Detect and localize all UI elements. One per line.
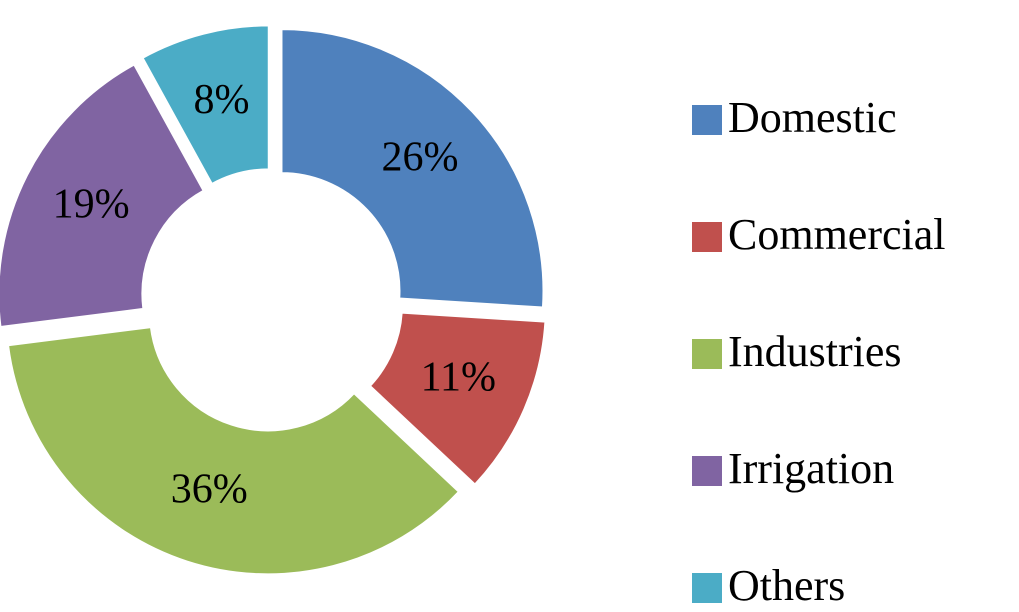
legend-label: Others: [728, 561, 845, 610]
legend-label: Irrigation: [728, 444, 894, 493]
legend-label: Industries: [728, 327, 902, 376]
legend-swatch: [692, 222, 722, 252]
legend-swatch: [692, 105, 722, 135]
data-label: 36%: [171, 467, 248, 513]
data-label: 8%: [194, 77, 250, 123]
donut-slice: [141, 24, 270, 186]
donut-slice: [368, 311, 547, 486]
legend-swatch: [692, 339, 722, 369]
legend-swatch: [692, 573, 722, 603]
donut-slice: [0, 63, 205, 329]
data-label: 19%: [53, 181, 130, 227]
data-label: 26%: [381, 135, 458, 181]
legend-label: Commercial: [728, 210, 946, 259]
data-label: 11%: [421, 354, 496, 400]
legend-label: Domestic: [728, 93, 897, 142]
donut-slice: [280, 28, 545, 309]
donut-slice: [6, 326, 461, 576]
legend-swatch: [692, 456, 722, 486]
